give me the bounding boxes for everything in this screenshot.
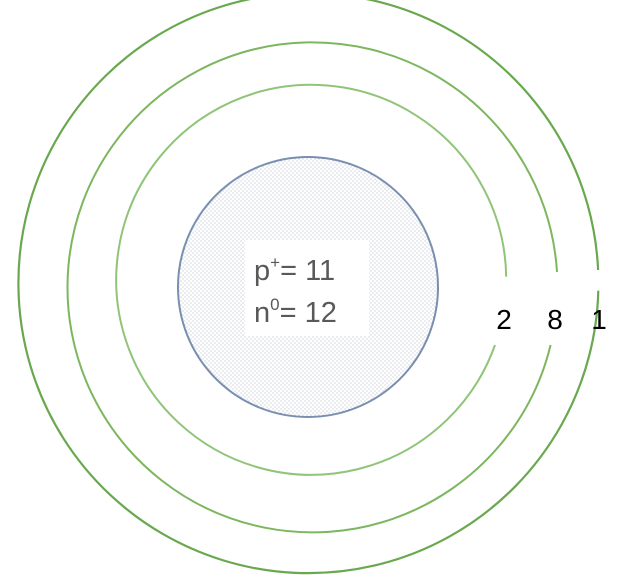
shell-3-electron-count: 1 (591, 304, 607, 335)
neutron-symbol: n (254, 297, 270, 329)
proton-charge: + (270, 253, 280, 272)
nucleus-label-box (245, 240, 369, 336)
neutron-charge: 0 (270, 295, 279, 314)
proton-value: = 11 (280, 255, 335, 287)
shell-1-inner (115, 83, 508, 476)
shell-3-outer (17, 0, 600, 575)
neutron-count: n0= 12 (254, 295, 337, 329)
shell-2-electron-count: 8 (547, 304, 563, 335)
proton-symbol: p (254, 255, 270, 287)
neutron-value: = 12 (280, 297, 337, 329)
shell-2-middle (66, 41, 558, 534)
proton-count: p+= 11 (254, 253, 335, 287)
shell-1-electron-count: 2 (496, 304, 512, 335)
